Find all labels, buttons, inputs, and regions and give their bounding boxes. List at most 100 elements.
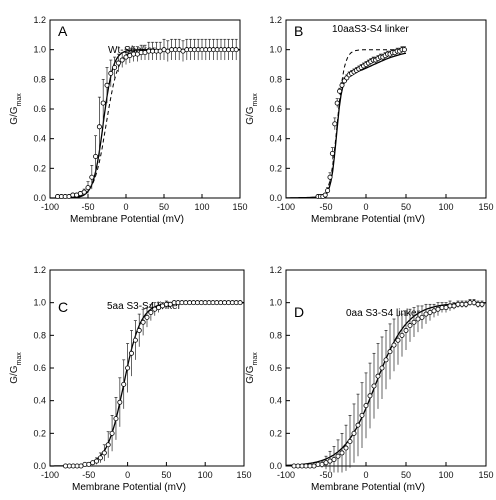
y-tick-label: 0.8 [269,330,282,340]
y-tick-label: 0.0 [269,193,282,203]
data-point [347,438,353,444]
data-point [455,301,461,307]
data-point [379,365,385,371]
y-tick-label: 1.2 [269,15,282,25]
y-tick-label: 0.0 [33,193,46,203]
x-tick-label: -100 [41,470,59,480]
x-tick-label: 150 [236,470,251,480]
data-point [311,463,317,469]
data-point [339,82,345,88]
data-point [81,189,87,195]
data-point [383,357,389,363]
boltzmann-fit-curve [50,49,240,199]
data-point [148,309,154,315]
panel-letter: B [294,23,303,39]
data-point [299,463,305,469]
data-point [387,349,393,355]
data-point [113,416,119,422]
y-axis-label: G/Gmax [245,352,259,384]
y-tick-label: 0.6 [269,363,282,373]
data-point [351,430,357,436]
x-tick-label: -50 [319,202,332,212]
data-point [327,174,333,180]
data-point [415,316,421,322]
y-tick-label: 0.2 [269,163,282,173]
data-point [89,174,95,180]
data-point [108,70,114,76]
panel-letter: A [58,23,68,39]
data-point [327,458,333,464]
data-point [332,121,338,127]
panel-d: D 0aa S3-S4 linker Membrane Potential (m… [245,265,494,493]
data-point [431,308,437,314]
data-point [411,319,417,325]
data-point [339,450,345,456]
data-point [125,365,131,371]
y-tick-label: 0.4 [33,134,46,144]
data-point [471,300,477,306]
x-tick-label: 100 [194,202,209,212]
y-tick-label: 0.2 [269,428,282,438]
data-point [335,453,341,459]
y-tick-label: 1.0 [33,45,46,55]
data-point [100,100,106,106]
data-point [475,301,481,307]
x-tick-label: -100 [277,202,295,212]
x-tick-label: 50 [159,202,169,212]
data-point [367,393,373,399]
panel-title: 5aa S3-S4 linker [107,301,182,312]
x-tick-label: 100 [438,202,453,212]
reference-fit-curve [286,49,406,199]
panel-b: B 10aaS3-S4 linker Membrane Potential (m… [245,15,494,225]
data-point [295,463,301,469]
y-tick-label: 1.0 [33,298,46,308]
y-tick-label: 1.2 [33,265,46,275]
panel-title: 0aa S3-S4 linker [346,308,421,319]
y-axis-label: G/Gmax [245,93,259,125]
y-tick-label: 1.2 [269,265,282,275]
y-tick-label: 0.8 [33,74,46,84]
x-tick-label: 50 [161,470,171,480]
data-point [237,300,243,306]
data-point [451,303,457,309]
data-point [419,314,425,320]
panel-title: 10aaS3-S4 linker [332,24,409,35]
data-point [315,461,321,467]
y-tick-label: 0.6 [269,104,282,114]
data-point [359,412,365,418]
data-point [94,458,100,464]
data-point [233,47,239,53]
data-point [85,185,91,191]
y-tick-label: 0.8 [269,74,282,84]
y-tick-label: 1.0 [269,45,282,55]
x-axis-label: Membrane Potential (mV) [72,482,186,493]
y-axis-label: G/Gmax [9,352,23,384]
panel-a: A Wt-Shaker Membrane Potential (mV) -100… [9,15,248,225]
panel-title-plain: 10aaS3-S4 linker [332,24,409,35]
data-point [334,100,340,106]
data-point [121,381,127,387]
x-axis-label: Membrane Potential (mV) [311,214,425,225]
data-point [435,306,441,312]
panel-title-plain: Wt- [108,45,124,56]
plot-frame [49,269,245,467]
data-point [447,303,453,309]
x-tick-label: 0 [363,202,368,212]
panel-title-plain: 0aa S3-S4 linker [346,308,421,319]
y-tick-label: 1.0 [269,298,282,308]
data-point [407,323,413,329]
data-point [109,430,115,436]
data-point [117,399,123,405]
y-tick-label: 0.2 [33,163,46,173]
y-tick-label: 0.6 [33,104,46,114]
y-tick-label: 0.4 [269,134,282,144]
x-tick-label: 0 [123,202,128,212]
data-point [459,301,465,307]
data-point [319,461,325,467]
data-point [343,445,349,451]
x-tick-label: 0 [363,470,368,480]
data-point [291,463,297,469]
panel-c: C 5aa S3-S4 linker Membrane Potential (m… [9,265,252,493]
y-tick-label: 0.6 [33,363,46,373]
data-point [423,311,429,317]
